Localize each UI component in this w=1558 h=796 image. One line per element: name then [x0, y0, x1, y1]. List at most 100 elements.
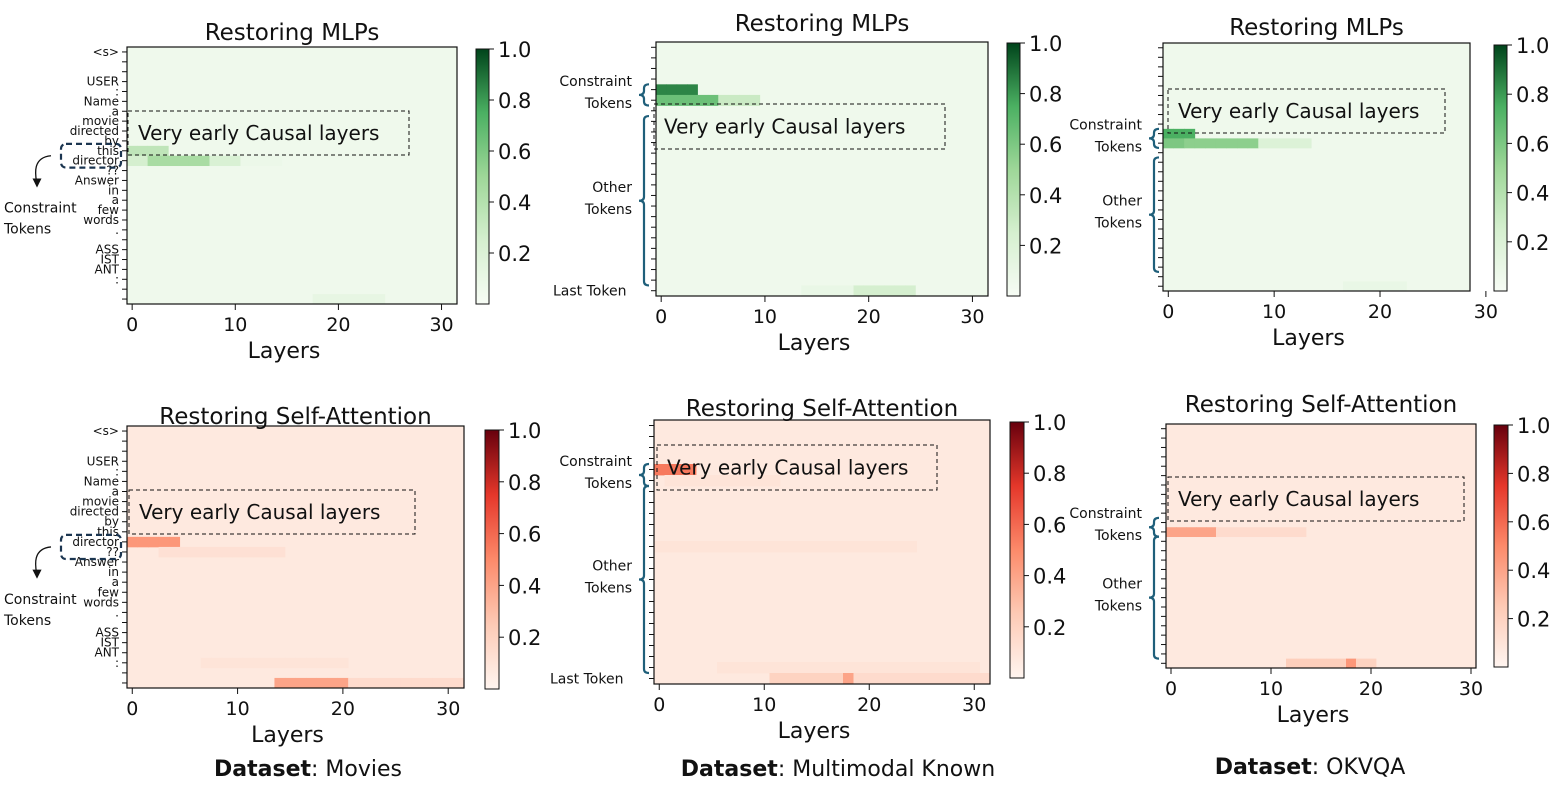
heatmap-cell: [211, 546, 223, 558]
token-label: ASS: [96, 626, 119, 640]
heatmap-cell: [832, 285, 844, 297]
bracket: [1148, 156, 1160, 274]
heatmap-cell: [232, 657, 244, 669]
heatmap-cell: [656, 84, 667, 96]
heatmap-cell: [706, 541, 718, 553]
heatmap-cell: [801, 541, 812, 553]
heatmap-cell: [780, 541, 791, 553]
heatmap-cell: [295, 677, 307, 689]
heatmap-cell: [157, 145, 169, 157]
heatmap-cell: [316, 677, 328, 689]
heatmap-cell: [1205, 138, 1217, 149]
caption-movies-bold: Dataset: [214, 757, 312, 782]
x-tick-label: 30: [429, 314, 453, 336]
colorbar-tick-label: 0.6: [498, 140, 531, 164]
token-label: words: [83, 213, 119, 227]
heatmap-cell: [1286, 527, 1297, 538]
heatmap-cell: [240, 155, 252, 167]
heatmap-cell: [697, 94, 709, 106]
heatmap-cell: [843, 541, 854, 553]
heatmap-cell: [769, 475, 781, 487]
heatmap-cell: [853, 662, 865, 674]
heatmap-cell: [822, 541, 833, 553]
token-label: a: [112, 575, 119, 589]
heatmap-cell: [1173, 138, 1185, 149]
token-label: USER: [87, 454, 119, 468]
heatmap-cell: [1364, 281, 1376, 292]
colorbar-tick-label: 0.2: [1516, 231, 1549, 255]
heatmap-cell: [263, 657, 275, 669]
heatmap-cell: [333, 294, 344, 305]
heatmap-cell: [937, 673, 949, 685]
heatmap-cell: [1306, 658, 1317, 669]
token-label: a: [112, 104, 119, 118]
x-tick-label: 30: [960, 306, 984, 328]
heatmap-cell: [759, 475, 770, 487]
colorbar-tick-label: 0.8: [1029, 83, 1062, 107]
annotation-text: Very early Causal layers: [1178, 487, 1419, 511]
heatmap-cell: [411, 677, 423, 689]
heatmap-cell: [666, 84, 678, 96]
heatmap-cell: [676, 84, 688, 96]
heatmap-cell: [200, 546, 212, 558]
heatmap-cell: [369, 677, 381, 689]
heatmap-cell: [337, 657, 349, 669]
token-label: a: [112, 485, 119, 499]
x-axis-label: Layers: [778, 331, 851, 356]
heatmap-cell: [895, 662, 907, 674]
x-tick-label: 30: [1474, 301, 1498, 323]
heatmap-cell: [306, 677, 317, 689]
heatmap-cell: [1395, 281, 1407, 292]
x-tick-label: 0: [126, 698, 138, 720]
heatmap-cell: [343, 294, 355, 305]
side-label: Tokens: [3, 222, 51, 238]
heatmap-cell: [147, 155, 159, 167]
token-label: in: [108, 565, 119, 579]
annotation-text: Very early Causal layers: [139, 500, 380, 524]
heatmap-cell: [421, 677, 433, 689]
heatmap-cell: [885, 673, 896, 685]
x-axis-label: Layers: [1272, 326, 1345, 351]
heatmap-cell: [157, 155, 169, 167]
heatmap-cell: [1296, 658, 1307, 669]
heatmap-cell: [263, 546, 275, 558]
bracket: [638, 114, 650, 287]
heatmap-cell: [348, 677, 360, 689]
colorbar-tick-label: 0.8: [1033, 462, 1066, 486]
heatmap-cell: [696, 541, 707, 553]
heatmap-cell: [832, 662, 844, 674]
side-label: Tokens: [584, 581, 632, 597]
heatmap-cell: [654, 464, 665, 476]
x-tick-label: 10: [223, 314, 247, 336]
heatmap-cell: [284, 657, 296, 669]
heatmap-cell: [221, 546, 233, 558]
token-label: :: [115, 272, 119, 286]
colorbar-tick-label: 0.2: [508, 626, 541, 650]
heatmap-cell: [1316, 658, 1327, 669]
heatmap-cell: [211, 657, 223, 669]
token-label: IST: [101, 253, 120, 267]
heatmap-cell: [895, 673, 907, 685]
heatmap-cell: [1173, 128, 1185, 139]
heatmap-cell: [1266, 527, 1277, 538]
heatmap-cell: [843, 673, 854, 685]
heatmap-cell: [312, 294, 324, 305]
caption-okvqa-rest: : OKVQA: [1311, 755, 1406, 780]
heatmap-cell: [790, 662, 802, 674]
heatmap-cell: [1290, 138, 1302, 149]
side-label: Other: [592, 559, 632, 575]
heatmap-cell: [717, 475, 728, 487]
heatmap-cell: [188, 155, 200, 167]
x-axis-label: Layers: [1277, 703, 1350, 728]
colorbar-tick-label: 1.0: [1029, 32, 1062, 56]
chart-title: Restoring Self-Attention: [686, 396, 958, 422]
token-label: <s>: [93, 424, 119, 438]
x-tick-label: 0: [655, 306, 667, 328]
heatmap-cell: [127, 155, 138, 167]
token-label: by: [104, 515, 119, 529]
heatmap-cell: [1286, 658, 1297, 669]
annotation-text: Very early Causal layers: [664, 115, 905, 139]
heatmap-cell: [1268, 138, 1280, 149]
heatmap-cell: [1237, 138, 1249, 149]
